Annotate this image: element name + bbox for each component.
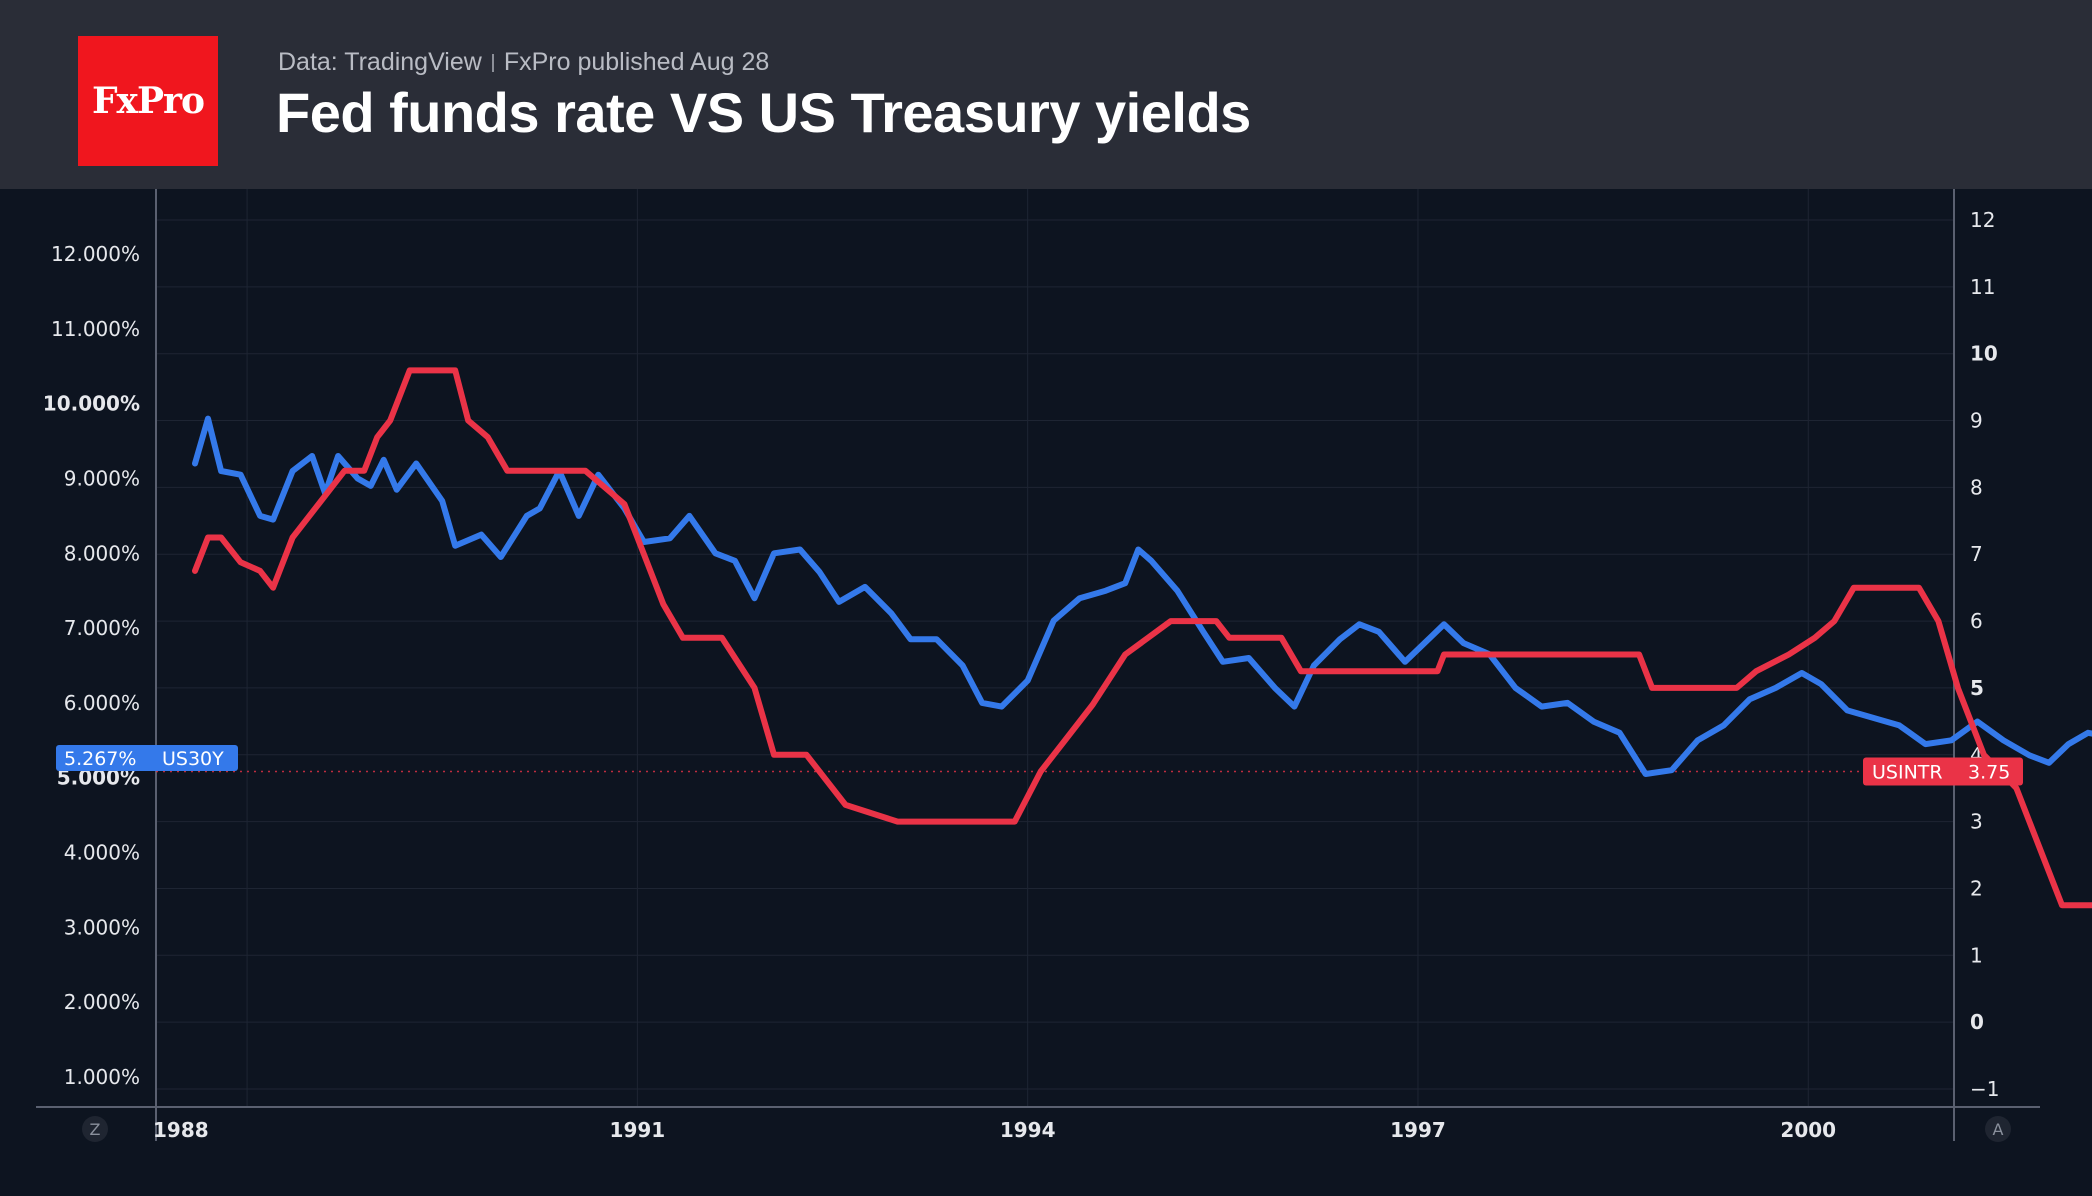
data-source: Data: TradingView	[278, 48, 482, 76]
header-bar: FxPro Data: TradingView FxPro published …	[0, 0, 2092, 189]
x-tick-label: 2000	[1780, 1118, 1836, 1142]
left-tick-label: 10.000%	[43, 392, 140, 416]
left-tick-label: 2.000%	[64, 990, 140, 1014]
right-tick-label: 11	[1970, 275, 1995, 299]
fxpro-logo: FxPro	[78, 36, 218, 166]
left-tick-label: 6.000%	[64, 691, 140, 715]
left-tick-label: 1.000%	[64, 1065, 140, 1089]
left-tick-label: 7.000%	[64, 616, 140, 640]
left-tick-label: 11.000%	[51, 317, 140, 341]
a-button[interactable]	[1985, 1116, 2011, 1142]
line-chart[interactable]: 12.000%11.000%10.000%9.000%8.000%7.000%6…	[0, 189, 2092, 1196]
a-button-label[interactable]: A	[1993, 1120, 2004, 1139]
left-tick-label: 9.000%	[64, 466, 140, 490]
us30y-line[interactable]	[192, 415, 2092, 1059]
left-tick-label: 3.000%	[64, 915, 140, 939]
x-tick-label: 1994	[1000, 1118, 1056, 1142]
right-tick-label: 5	[1970, 676, 1984, 700]
right-tick-label: 8	[1970, 475, 1983, 499]
x-tick-label: 1991	[610, 1118, 666, 1142]
left-tick-label: 8.000%	[64, 541, 140, 565]
us30y-badge	[56, 745, 238, 771]
us30y-badge-value: 5.267%	[64, 748, 136, 770]
us30y-badge-name: US30Y	[162, 748, 224, 770]
usintr-badge	[1863, 757, 2023, 786]
left-tick-label: 4.000%	[64, 841, 140, 865]
x-tick-label: 1988	[153, 1118, 209, 1142]
right-tick-label: 10	[1970, 342, 1998, 366]
left-tick-label: 12.000%	[51, 242, 140, 266]
separator	[491, 53, 494, 72]
right-tick-label: 0	[1970, 1010, 1984, 1034]
right-tick-label: 9	[1970, 409, 1983, 433]
right-tick-label: 1	[1970, 943, 1983, 967]
right-tick-label: 7	[1970, 542, 1983, 566]
right-tick-label: 2	[1970, 876, 1983, 900]
usintr-badge-name: USINTR	[1872, 761, 1943, 783]
usintr-line[interactable]	[192, 367, 2092, 1005]
logo-text: FxPro	[91, 80, 205, 122]
right-tick-label: 6	[1970, 609, 1983, 633]
x-tick-label: 1997	[1390, 1118, 1446, 1142]
chart-title: Fed funds rate VS US Treasury yields	[276, 81, 1251, 144]
subtitle: Data: TradingView FxPro published Aug 28	[278, 48, 769, 77]
usintr-badge-value: 3.75	[1968, 761, 2010, 783]
z-button-label[interactable]: Z	[90, 1120, 101, 1139]
right-tick-label: 12	[1970, 208, 1995, 232]
z-button[interactable]	[82, 1116, 108, 1142]
right-tick-label: −1	[1970, 1077, 1999, 1101]
chart-area[interactable]: 12.000% 11.000% 10.000% 9.000% 8.000% 7.000% 6…	[0, 189, 2092, 1196]
right-tick-label: 3	[1970, 810, 1983, 834]
published-date: FxPro published Aug 28	[503, 48, 770, 76]
